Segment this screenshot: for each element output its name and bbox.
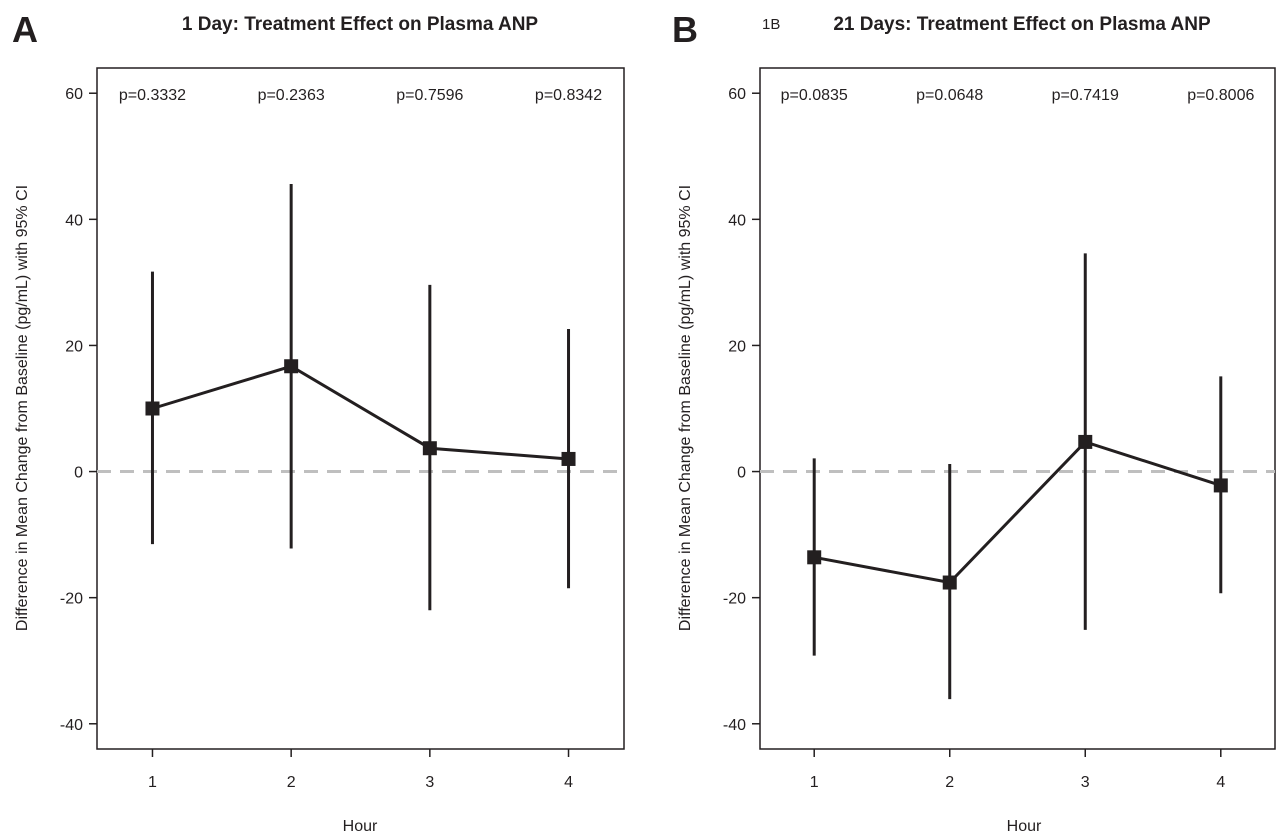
panel-letter-a: A (12, 9, 38, 50)
y-tick-label-b-3: 20 (728, 338, 746, 355)
x-tick-label-b-3: 4 (1216, 774, 1225, 791)
chart-title-b: 21 Days: Treatment Effect on Plasma ANP (833, 14, 1211, 35)
x-tick-label-b-0: 1 (810, 774, 819, 791)
x-tick-label-a-2: 3 (425, 774, 434, 791)
y-tick-label-b-1: -20 (723, 591, 746, 608)
data-point-a-1 (284, 359, 299, 374)
panel-tag-b: 1B (762, 16, 780, 33)
data-point-b-0 (807, 550, 822, 565)
y-tick-label-a-1: -20 (60, 591, 83, 608)
x-axis-label-b: Hour (1007, 818, 1042, 835)
y-tick-label-a-0: -40 (60, 717, 83, 734)
data-point-b-1 (942, 575, 957, 590)
y-tick-label-b-5: 60 (728, 86, 746, 103)
x-axis-label-a: Hour (343, 818, 378, 835)
chart-title-a: 1 Day: Treatment Effect on Plasma ANP (182, 14, 539, 35)
x-tick-label-a-0: 1 (148, 774, 157, 791)
data-point-b-3 (1213, 478, 1228, 493)
p-value-a-1: p=0.2363 (258, 87, 325, 104)
y-tick-label-a-4: 40 (65, 212, 83, 229)
y-tick-label-b-4: 40 (728, 212, 746, 229)
panel-letter-b: B (672, 9, 698, 50)
x-tick-label-a-3: 4 (564, 774, 573, 791)
p-value-a-2: p=0.7596 (396, 87, 463, 104)
p-value-a-0: p=0.3332 (119, 87, 186, 104)
mean-line-a (152, 364, 569, 461)
data-point-b-2 (1078, 434, 1093, 449)
data-marks-b: -40 -20 0 20 40 60 1 2 3 4 p=0.0835 p=0.0648 p=0.741… (723, 86, 1275, 791)
p-value-b-0: p=0.0835 (781, 87, 848, 104)
y-tick-label-b-0: -40 (723, 717, 746, 734)
y-axis-label-b: Difference in Mean Change from Baseline … (677, 185, 694, 631)
y-tick-label-a-3: 20 (65, 338, 83, 355)
x-tick-label-b-2: 3 (1081, 774, 1090, 791)
y-axis-label-a: Difference in Mean Change from Baseline … (14, 185, 31, 631)
x-tick-label-a-1: 2 (287, 774, 296, 791)
plot-frame-b (759, 67, 1276, 750)
y-tick-label-a-2: 0 (74, 465, 83, 482)
data-point-a-0 (145, 401, 160, 416)
y-tick-label-b-2: 0 (737, 465, 746, 482)
p-value-b-3: p=0.8006 (1187, 87, 1254, 104)
data-point-a-3 (561, 451, 576, 466)
x-tick-label-b-1: 2 (945, 774, 954, 791)
plot-frame-a (96, 67, 625, 750)
y-tick-label-a-5: 60 (65, 86, 83, 103)
panel-a: A 1 Day: Treatment Effect on Plasma ANP … (12, 9, 625, 835)
p-value-b-1: p=0.0648 (916, 87, 983, 104)
data-marks-a: -40 -20 0 20 40 60 1 2 3 4 p=0.3332 p=0.2363 p=0.759… (60, 86, 624, 791)
data-point-a-2 (422, 441, 437, 456)
p-value-b-2: p=0.7419 (1052, 87, 1119, 104)
p-value-a-3: p=0.8342 (535, 87, 602, 104)
mean-line-b (813, 440, 1222, 585)
panel-b: B 1B 21 Days: Treatment Effect on Plasma… (672, 9, 1276, 835)
